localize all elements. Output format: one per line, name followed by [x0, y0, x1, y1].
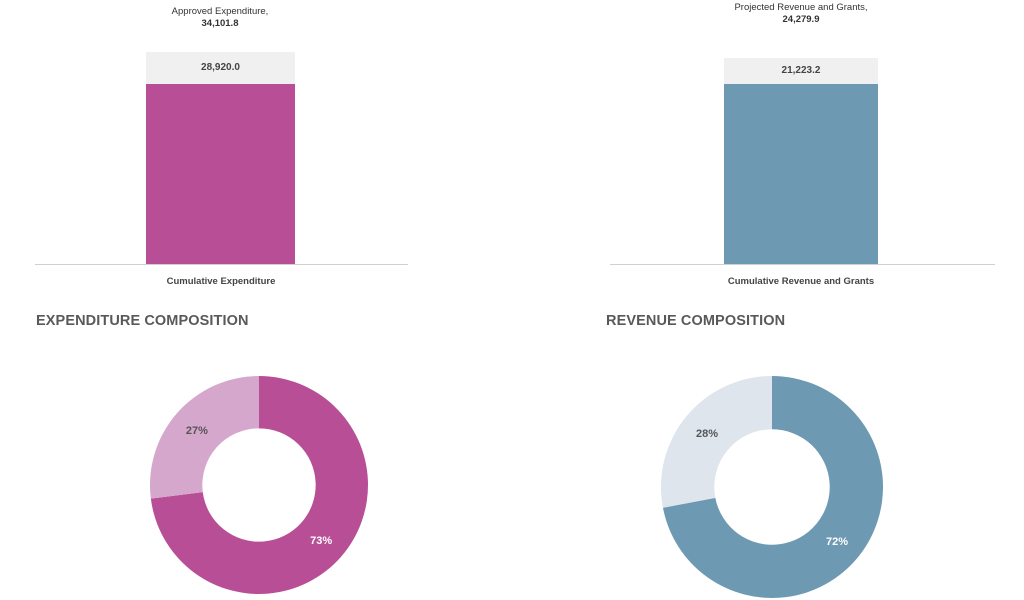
expenditure-composition-donut: 73% 27% — [150, 376, 368, 594]
approved-expenditure-caption: Approved Expenditure, — [171, 6, 269, 17]
donut-slice-label: 73% — [310, 535, 332, 547]
donut-slice-27pct — [150, 376, 259, 499]
donut-slice-72pct — [662, 376, 883, 598]
expenditure-bar-chart: Approved Expenditure, 34,101.8 28,920.0 … — [30, 0, 408, 300]
revenue-category-label: Cumulative Revenue and Grants — [727, 276, 875, 287]
approved-expenditure-label: Approved Expenditure, 34,101.8 — [110, 6, 330, 30]
donut-slice-73pct — [150, 376, 368, 594]
approved-expenditure-value: 34,101.8 — [201, 18, 239, 29]
approved-expenditure-track: 28,920.0 — [146, 52, 295, 264]
donut-slice-28pct — [661, 376, 772, 508]
donut-slice-label: 28% — [696, 428, 718, 440]
expenditure-composition-title: EXPENDITURE COMPOSITION — [36, 313, 249, 329]
donut-slice-label: 27% — [186, 425, 208, 437]
projected-revenue-value: 24,279.9 — [782, 14, 820, 25]
projected-revenue-label: Projected Revenue and Grants, 24,279.9 — [691, 2, 911, 26]
revenue-composition-donut: 72% 28% — [661, 376, 883, 598]
cumulative-revenue-value: 21,223.2 — [781, 65, 821, 76]
cumulative-expenditure-bar — [146, 84, 295, 264]
expenditure-baseline — [35, 264, 408, 265]
cumulative-expenditure-value: 28,920.0 — [201, 62, 240, 73]
donut-slice-label: 72% — [826, 536, 848, 548]
projected-revenue-caption: Projected Revenue and Grants, — [734, 2, 868, 13]
expenditure-category-label: Cumulative Expenditure — [166, 276, 276, 287]
revenue-baseline — [610, 264, 995, 265]
revenue-composition-title: REVENUE COMPOSITION — [606, 313, 786, 329]
cumulative-revenue-bar — [724, 83, 878, 264]
projected-revenue-track: 21,223.2 — [724, 58, 878, 264]
revenue-bar-chart: Projected Revenue and Grants, 24,279.9 2… — [605, 0, 995, 300]
